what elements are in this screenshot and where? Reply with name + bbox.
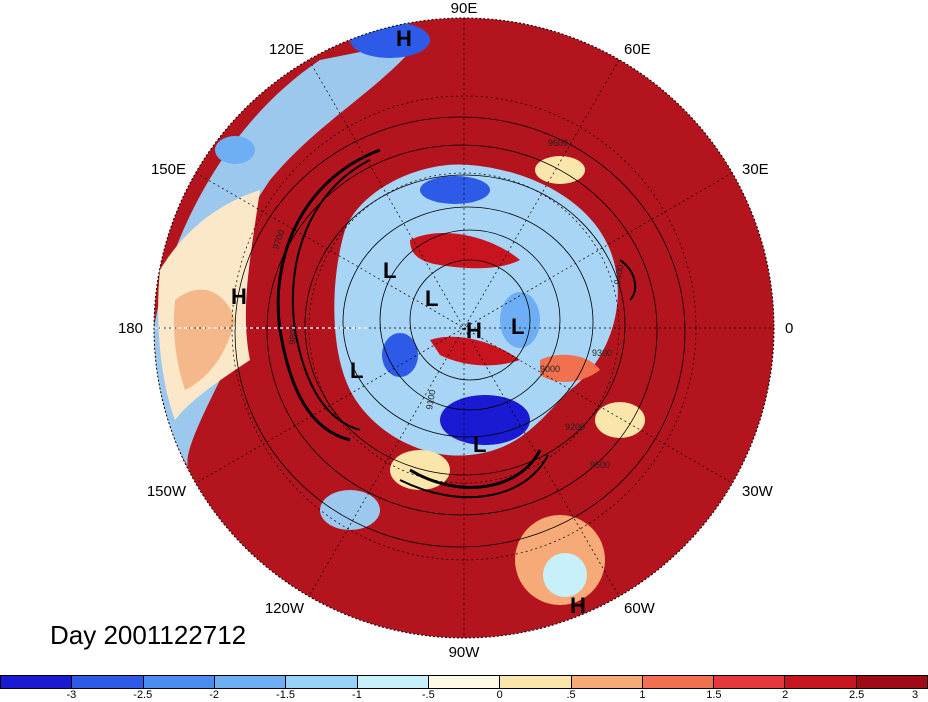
lon-label-120e: 120E	[269, 41, 304, 58]
colorbar-ticks: -3 -2.5 -2 -1.5 -1 -.5 0 .5 1 1.5 2 2.5 3	[0, 689, 928, 702]
low-center-marker: L	[511, 314, 524, 339]
lon-label-150e: 150E	[151, 161, 186, 178]
colorbar-swatch	[785, 676, 857, 688]
contour-labels: 9600 9700 9800 9500 9400 9300 9200 9100 …	[270, 138, 625, 470]
colorbar-tick-label: 1	[639, 689, 646, 701]
colorbar-swatch	[72, 676, 144, 688]
lon-label-60w: 60W	[624, 600, 656, 617]
contour-label: 9800	[287, 324, 299, 345]
colorbar-swatch	[143, 676, 215, 688]
lon-label-150w: 150W	[147, 483, 187, 500]
low-center-marker: L	[425, 286, 438, 311]
colorbar-tick-label: -1	[352, 689, 362, 701]
colorbar-tick-label: 2	[782, 689, 789, 701]
lon-label-90w: 90W	[449, 644, 481, 661]
colorbar-tick-label: 3	[911, 689, 919, 701]
contour-label: 9500	[590, 460, 610, 470]
colorbar-tick-label: -3	[66, 689, 77, 701]
lon-label-30e: 30E	[742, 161, 769, 178]
high-center-marker: H	[396, 26, 412, 51]
contour-label: 9600	[548, 138, 568, 148]
colorbar-swatch	[214, 676, 287, 688]
low-center-marker: L	[473, 432, 486, 457]
contour-label: 9300	[592, 348, 612, 358]
colorbar-tick-label: -1.5	[276, 689, 296, 701]
colorbar-tick-label: 1.5	[706, 689, 722, 701]
colorbar-swatch	[286, 676, 358, 688]
colorbar-tick-label: -2	[209, 689, 220, 701]
colorbar-swatch	[500, 676, 572, 688]
lon-label-90e: 90E	[451, 0, 478, 17]
colorbar-swatch	[571, 676, 643, 688]
contour-label: 9000	[540, 364, 560, 374]
lon-label-120w: 120W	[265, 600, 305, 617]
pressure-centers: H H L L H L L L H	[231, 26, 586, 618]
contour-label: 9200	[565, 422, 585, 432]
colorbar-swatch	[856, 676, 928, 688]
lon-label-0: 0	[785, 320, 793, 337]
high-center-marker: H	[231, 284, 247, 309]
lon-label-180: 180	[118, 320, 143, 337]
contour-label: 9400	[612, 264, 625, 285]
lon-label-60e: 60E	[624, 41, 651, 58]
low-center-marker: L	[383, 258, 396, 283]
high-center-marker: H	[570, 593, 586, 618]
colorbar-tick-label: 0	[496, 689, 503, 701]
high-center-marker: H	[466, 318, 482, 343]
colorbar-tick-label: -.5	[421, 689, 435, 701]
day-label: Day 2001122712	[50, 620, 247, 650]
lon-label-30w: 30W	[742, 483, 774, 500]
graticule	[154, 18, 774, 638]
colorbar-tick-label: 2.5	[848, 689, 865, 701]
colorbar-swatch	[1, 676, 73, 688]
colorbar-tick-label: .5	[566, 689, 576, 701]
low-center-marker: L	[350, 358, 363, 383]
colorbar-swatch	[357, 676, 429, 688]
longitude-labels: 90E 60E 30E 0 30W 60W 90W 120W 150W 180 …	[118, 0, 793, 661]
colorbar-swatch	[714, 676, 786, 688]
map-boundary	[153, 17, 775, 639]
colorbar	[0, 675, 928, 689]
colorbar-tick-label: -2.5	[133, 689, 153, 701]
contour-label: 9100	[424, 389, 437, 410]
colorbar-swatch	[642, 676, 715, 688]
colorbar-swatch	[428, 676, 501, 688]
height-contours	[234, 116, 686, 548]
